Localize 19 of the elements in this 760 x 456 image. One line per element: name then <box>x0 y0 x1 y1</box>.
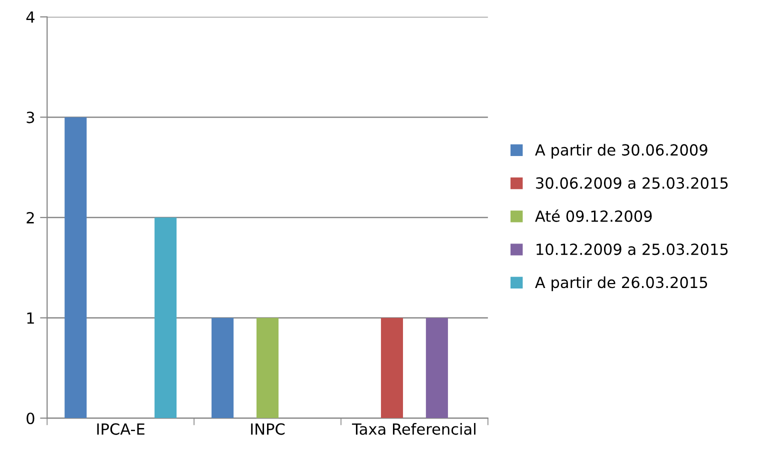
x-tick-label: IPCA-E <box>97 423 144 435</box>
x-tick-label: Taxa Referencial <box>352 423 476 435</box>
bar <box>256 318 279 418</box>
y-tick-label: 4 <box>26 12 34 23</box>
bar <box>212 318 234 418</box>
legend-label: 30.06.2009 a 25.03.2015 <box>536 177 728 189</box>
y-tick-label: 3 <box>26 112 34 124</box>
bar <box>380 318 403 418</box>
y-tick-label: 2 <box>26 212 34 224</box>
y-tick-label: 1 <box>27 312 34 324</box>
bar <box>154 218 177 418</box>
y-tick-label: 0 <box>26 412 34 424</box>
bar <box>426 318 448 418</box>
bar <box>64 117 87 418</box>
legend-label: Até 09.12.2009 <box>535 210 652 222</box>
x-tick-label: INPC <box>251 423 285 435</box>
legend-label: A partir de 30.06.2009 <box>535 144 708 159</box>
legend-label: A partir de 26.03.2015 <box>535 276 708 292</box>
legend-label: 10.12.2009 a 25.03.2015 <box>536 244 728 256</box>
